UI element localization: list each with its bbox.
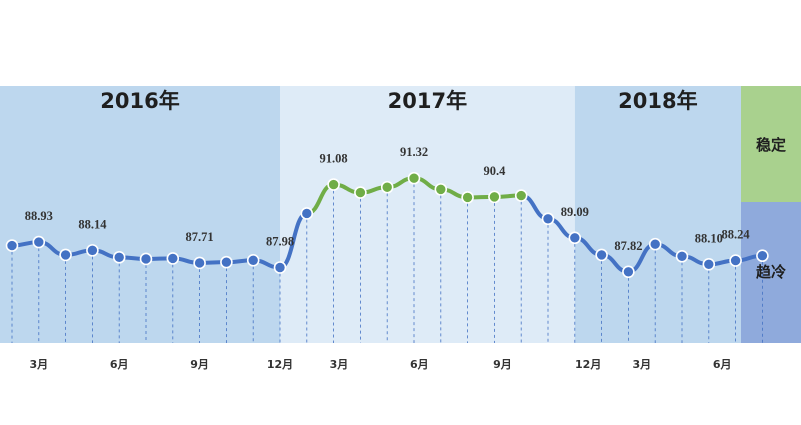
year-label: 2017年 [388, 89, 467, 113]
side-band-label: 稳定 [756, 136, 786, 154]
data-labels: 88.93 88.14 87.71 87.98 91.08 91.32 90.4 89.09 8… [25, 145, 751, 253]
data-label: 87.82 [614, 239, 642, 253]
x-axis-ticks: 3月 6月 9月 12月 3月 6月 9月 12月 3月 6月 [29, 358, 731, 371]
x-tick-label: 9月 [493, 358, 512, 371]
data-label: 90.4 [483, 164, 506, 178]
year-band [280, 86, 575, 343]
data-point [675, 249, 689, 263]
data-point [461, 191, 474, 204]
data-point [300, 207, 314, 220]
x-tick-label: 6月 [713, 358, 732, 371]
data-point [32, 235, 46, 249]
data-point [514, 189, 528, 202]
x-tick-label: 3月 [330, 358, 349, 371]
year-band [574, 86, 741, 343]
series-line-after [519, 193, 765, 274]
x-tick-label: 3月 [632, 358, 651, 371]
x-tick-label: 3月 [29, 358, 48, 371]
data-point [434, 183, 448, 196]
side-band-label: 趋冷 [756, 263, 786, 281]
data-point [756, 249, 769, 263]
data-point [193, 256, 206, 270]
data-label: 88.24 [722, 228, 751, 242]
data-point [380, 180, 394, 194]
data-label: 88.93 [25, 209, 53, 223]
data-point [568, 231, 582, 245]
data-point [595, 248, 608, 262]
data-points [5, 171, 769, 279]
data-point [220, 255, 233, 269]
year-label: 2016年 [100, 89, 179, 113]
year-bands [0, 86, 741, 343]
data-label: 87.71 [186, 230, 214, 244]
data-point [729, 254, 742, 267]
x-tick-label: 12月 [575, 358, 601, 371]
data-point [112, 251, 126, 264]
data-point [648, 237, 662, 251]
data-point [139, 252, 153, 266]
data-label: 88.10 [695, 231, 723, 245]
x-tick-label: 6月 [410, 358, 429, 371]
data-point [273, 261, 287, 274]
data-point [622, 265, 635, 279]
data-point [702, 257, 716, 271]
data-label: 88.14 [78, 217, 107, 231]
data-point [327, 178, 340, 191]
data-label: 91.32 [400, 145, 428, 159]
side-band-stable [741, 86, 801, 202]
data-label: 89.09 [561, 205, 589, 219]
data-point [354, 186, 367, 199]
data-point [246, 253, 260, 267]
x-tick-label: 9月 [190, 358, 209, 371]
x-tick-label: 12月 [267, 358, 293, 371]
data-point [59, 248, 72, 262]
side-band-cooling [741, 202, 801, 343]
guide-lines [11, 178, 763, 343]
data-label: 91.08 [320, 152, 348, 166]
data-point [407, 171, 421, 185]
year-label: 2018年 [618, 89, 697, 113]
x-tick-label: 6月 [110, 358, 129, 371]
data-point [166, 252, 180, 265]
data-point [488, 190, 501, 204]
year-band [0, 86, 280, 343]
data-point [541, 212, 555, 226]
data-label: 87.98 [266, 235, 294, 249]
data-point [5, 239, 19, 252]
data-point [86, 244, 99, 257]
year-labels: 2016年 2017年 2018年 [100, 89, 697, 113]
